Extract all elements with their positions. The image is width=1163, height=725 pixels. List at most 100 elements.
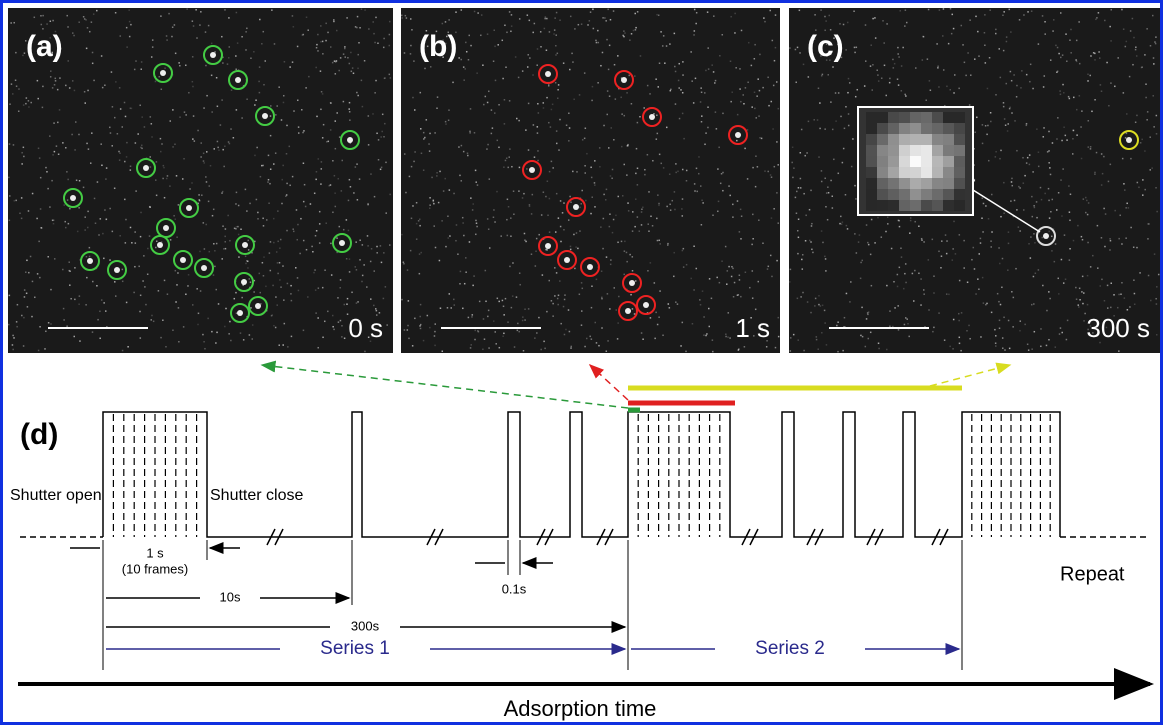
noise — [791, 161, 793, 164]
noise — [196, 288, 198, 290]
noise — [604, 17, 606, 19]
noise — [608, 44, 611, 47]
noise — [10, 22, 12, 24]
inset-leader — [972, 189, 1041, 233]
noise — [469, 132, 471, 134]
noise — [795, 81, 797, 84]
noise — [931, 238, 934, 241]
noise — [640, 211, 643, 213]
noise — [865, 318, 868, 320]
noise — [978, 55, 980, 57]
noise — [887, 223, 889, 225]
noise — [229, 239, 231, 242]
noise — [357, 67, 359, 70]
noise — [493, 29, 495, 32]
noise — [1007, 319, 1010, 322]
noise — [85, 47, 88, 50]
noise — [559, 225, 562, 228]
noise — [128, 9, 130, 11]
noise — [198, 199, 201, 202]
noise — [203, 248, 206, 250]
noise — [693, 289, 695, 291]
noise — [511, 165, 513, 168]
noise — [41, 106, 44, 109]
noise — [434, 132, 436, 134]
noise — [418, 253, 421, 255]
noise — [15, 321, 18, 323]
noise — [444, 120, 447, 123]
shutter-pulses — [102, 411, 1061, 538]
noise — [864, 24, 867, 26]
noise — [1094, 173, 1096, 175]
noise — [732, 203, 734, 206]
noise — [987, 124, 989, 127]
noise — [527, 102, 530, 105]
noise — [191, 56, 194, 58]
noise — [535, 250, 537, 253]
noise — [11, 344, 14, 346]
noise — [562, 305, 565, 308]
noise — [802, 63, 805, 66]
noise — [1077, 304, 1080, 306]
noise — [439, 170, 441, 173]
noise — [327, 140, 330, 143]
noise — [121, 280, 124, 283]
noise — [72, 32, 74, 34]
noise — [744, 87, 747, 89]
noise — [1050, 210, 1052, 213]
noise — [46, 171, 48, 173]
noise — [1081, 110, 1083, 112]
noise — [442, 56, 444, 58]
noise — [40, 41, 42, 43]
noise — [1075, 59, 1077, 61]
noise — [547, 85, 550, 87]
noise — [770, 217, 773, 219]
noise — [1060, 56, 1062, 59]
noise — [731, 265, 733, 268]
noise — [1124, 137, 1127, 139]
noise — [696, 190, 698, 193]
noise — [305, 16, 308, 19]
noise — [729, 194, 731, 197]
noise — [909, 232, 911, 234]
inset-pixel — [921, 112, 932, 123]
noise — [47, 187, 49, 190]
noise — [1136, 181, 1139, 184]
noise — [708, 278, 711, 280]
noise — [470, 344, 472, 346]
noise — [767, 265, 770, 268]
noise — [103, 302, 105, 304]
noise — [478, 300, 481, 303]
spot-ring — [136, 158, 156, 178]
noise — [246, 98, 248, 100]
noise — [216, 140, 219, 143]
noise — [262, 164, 264, 167]
noise — [483, 338, 486, 340]
noise — [549, 126, 552, 128]
noise — [124, 160, 126, 163]
noise — [334, 73, 337, 75]
noise — [516, 329, 519, 332]
noise — [820, 170, 823, 172]
noise — [507, 205, 510, 208]
inset-pixel — [943, 112, 954, 123]
noise — [174, 143, 176, 146]
noise — [59, 77, 61, 79]
noise — [1129, 30, 1132, 32]
noise — [773, 59, 776, 62]
noise — [854, 233, 856, 235]
noise — [874, 242, 876, 244]
noise — [16, 303, 19, 306]
spot — [649, 114, 655, 120]
noise — [463, 79, 465, 81]
noise — [896, 273, 899, 276]
noise — [1110, 40, 1112, 42]
noise — [172, 146, 174, 148]
noise — [623, 114, 626, 117]
noise — [1149, 169, 1151, 171]
spot — [210, 52, 216, 58]
inset-pixel — [866, 134, 877, 145]
noise — [139, 294, 142, 297]
noise — [540, 214, 543, 216]
noise — [685, 263, 688, 266]
